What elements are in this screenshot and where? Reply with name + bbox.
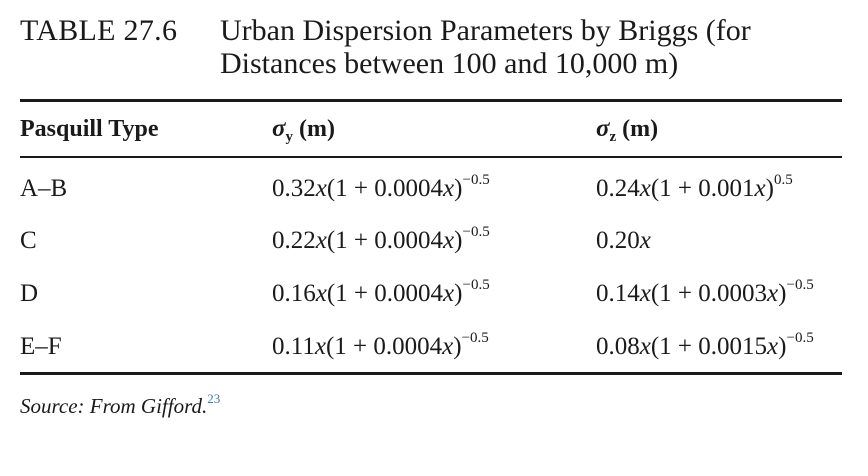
table-row-3-sigma-z: 0.08x(1 + 0.0015x)−0.5 [596,330,814,361]
table-bottom-rule [20,372,842,375]
header-sigma-y: σy (m) [272,114,335,152]
table-title: Urban Dispersion Parameters by Briggs (f… [220,14,840,80]
table-row-2-sigma-z: 0.14x(1 + 0.0003x)−0.5 [596,277,814,308]
table-row-2-type: D [20,280,39,307]
table-row-2-sigma-y: 0.16x(1 + 0.0004x)−0.5 [272,277,490,308]
source-text: Source: From Gifford. [20,394,208,418]
table-row-1-sigma-z: 0.20x [596,227,651,254]
table-top-rule [20,99,842,102]
source-note: Source: From Gifford.23 [20,391,221,419]
table-row-0-sigma-z: 0.24x(1 + 0.001x)0.5 [596,172,793,203]
table-title-line-1: Urban Dispersion Parameters by Briggs (f… [220,14,751,47]
header-sigma-z: σz (m) [596,114,658,152]
table-label: TABLE 27.6 [20,14,178,47]
table-row-3-sigma-y: 0.11x(1 + 0.0004x)−0.5 [272,330,489,361]
table-row-3-type: E–F [20,333,62,360]
reference-link[interactable]: 23 [207,391,221,406]
table-header-rule [20,156,842,158]
header-pasquill-type: Pasquill Type [20,116,159,142]
table-row-1-type: C [20,227,37,254]
table-row-0-sigma-y: 0.32x(1 + 0.0004x)−0.5 [272,172,490,203]
header-sigma-y-symbol: σy [272,115,293,145]
table-title-line-2: Distances between 100 and 10,000 m) [220,47,679,80]
table-row-1-sigma-y: 0.22x(1 + 0.0004x)−0.5 [272,224,490,255]
header-sigma-z-unit: (m) [622,116,659,142]
header-sigma-z-symbol: σz [596,115,617,145]
header-sigma-y-unit: (m) [298,116,335,142]
table-row-0-type: A–B [20,175,68,202]
